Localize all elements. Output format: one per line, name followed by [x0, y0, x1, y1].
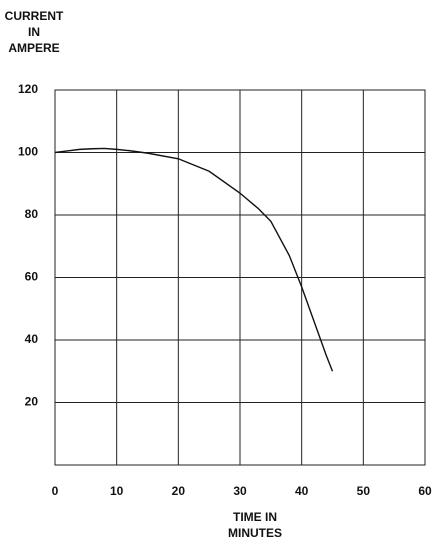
x-tick-label: 50 — [357, 484, 371, 498]
data-line — [55, 148, 333, 371]
x-tick-label: 60 — [418, 484, 432, 498]
y-axis-label: CURRENT — [5, 9, 64, 23]
y-tick-label: 80 — [25, 207, 39, 221]
y-axis-label: IN — [28, 25, 40, 39]
y-tick-label: 100 — [18, 145, 38, 159]
x-tick-label: 0 — [52, 484, 59, 498]
y-tick-label: 40 — [25, 332, 39, 346]
x-tick-label: 20 — [172, 484, 186, 498]
x-axis-label: TIME IN — [233, 510, 277, 524]
y-tick-label: 20 — [25, 395, 39, 409]
x-axis-label: MINUTES — [228, 526, 282, 540]
x-tick-label: 30 — [233, 484, 247, 498]
y-tick-label: 60 — [25, 270, 39, 284]
y-axis-label: AMPERE — [8, 41, 59, 55]
chart: 20 40 60 80 100 120 0 10 20 30 40 50 60 CURRENT IN AMPE… — [0, 0, 437, 549]
x-tick-label: 40 — [295, 484, 309, 498]
y-tick-label: 120 — [18, 82, 38, 96]
x-tick-label: 10 — [110, 484, 124, 498]
